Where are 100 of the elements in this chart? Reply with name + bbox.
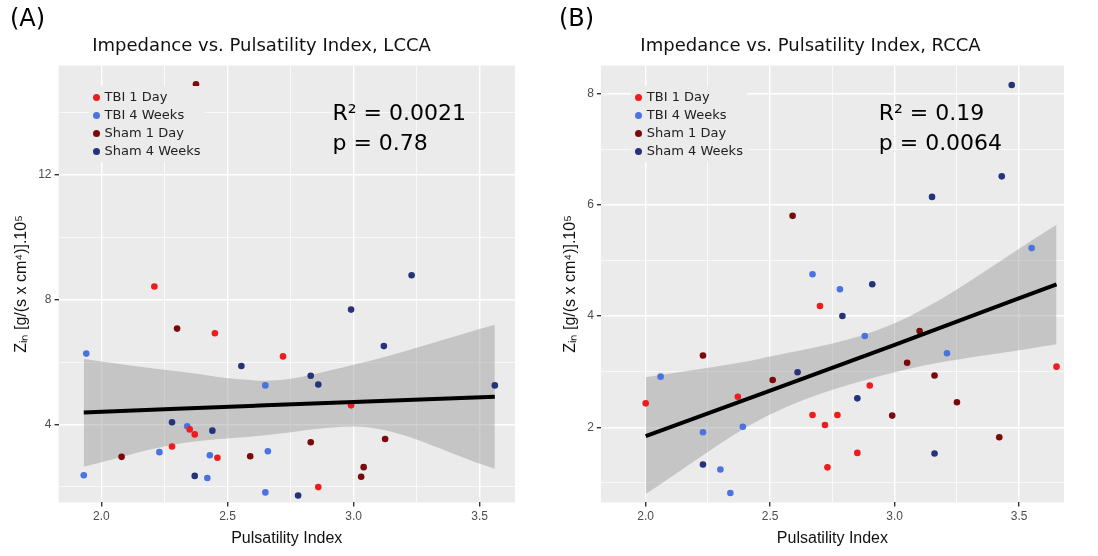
point <box>995 434 1003 441</box>
point <box>262 382 269 389</box>
point <box>168 443 176 450</box>
point <box>191 431 199 438</box>
text: (A) <box>10 4 46 32</box>
point <box>357 473 365 481</box>
point <box>868 280 876 288</box>
point <box>821 421 829 429</box>
point <box>381 435 389 443</box>
x-tick-label: 2.0 <box>637 508 655 523</box>
point <box>928 193 936 201</box>
point <box>789 212 796 220</box>
point <box>1028 244 1035 252</box>
point <box>262 489 269 496</box>
legend-label: Sham 4 Weeks <box>646 142 743 158</box>
x-tick-label: 3.0 <box>345 508 363 523</box>
point <box>360 463 367 471</box>
point <box>824 464 831 471</box>
point <box>834 411 841 419</box>
point <box>238 362 245 370</box>
x-tick-label: 3.0 <box>886 508 904 523</box>
legend-label: Sham 1 Day <box>646 124 727 140</box>
point <box>794 368 801 376</box>
y-axis-title: Zᵢₙ [g/(s x cm⁴)].10⁵ <box>12 215 30 353</box>
point <box>931 372 938 379</box>
point <box>816 302 824 310</box>
text: (B) <box>559 4 595 32</box>
legend-label: TBI 1 Day <box>104 88 168 104</box>
point <box>699 352 707 359</box>
point <box>953 398 961 406</box>
point <box>491 382 499 389</box>
x-tick-label: 3.5 <box>1010 508 1028 523</box>
point <box>854 449 861 457</box>
point <box>769 376 776 384</box>
point <box>191 472 199 480</box>
point <box>734 393 742 400</box>
y-tick-label: 4 <box>587 308 595 323</box>
y-axis-title: Zᵢₙ [g/(s x cm⁴)].10⁵ <box>561 215 579 353</box>
point <box>717 466 724 473</box>
point <box>699 461 707 468</box>
y-tick-label: 6 <box>587 197 595 212</box>
point <box>861 332 869 340</box>
point <box>903 359 911 367</box>
annotation: p = 0.78 <box>332 130 428 156</box>
legend-label: Sham 1 Day <box>104 124 184 140</box>
point <box>809 411 816 419</box>
point <box>347 306 355 313</box>
x-tick-label: 3.5 <box>471 508 489 523</box>
x-tick-label: 2.5 <box>219 508 237 523</box>
point <box>82 350 90 357</box>
legend-label: TBI 4 Weeks <box>104 106 185 122</box>
y-tick-label: 12 <box>38 167 52 182</box>
point <box>151 283 158 290</box>
point <box>209 427 216 434</box>
point <box>657 373 664 380</box>
legend-label: TBI 1 Day <box>646 88 710 104</box>
point <box>699 428 707 436</box>
point <box>294 492 302 499</box>
point <box>943 349 951 357</box>
point <box>80 471 88 479</box>
point <box>279 353 287 360</box>
y-tick-label: 8 <box>587 85 595 100</box>
point <box>998 173 1006 180</box>
annotation: R² = 0.0021 <box>332 100 466 126</box>
point <box>211 330 219 337</box>
point <box>1053 363 1060 370</box>
point <box>642 400 649 407</box>
point <box>315 483 322 491</box>
legend-label: Sham 4 Weeks <box>104 142 201 158</box>
point <box>916 327 923 335</box>
y-tick-label: 4 <box>44 416 52 431</box>
point <box>839 312 846 320</box>
y-tick-label: 8 <box>44 291 52 306</box>
point <box>1008 81 1016 89</box>
point <box>408 271 415 279</box>
y-tick-label: 2 <box>587 419 595 434</box>
point <box>315 381 322 388</box>
point <box>206 451 214 459</box>
annotation: R² = 0.19 <box>878 100 985 126</box>
x-axis-title: Pulsatility Index <box>231 528 343 546</box>
x-tick-label: 2.5 <box>761 508 779 523</box>
point <box>246 452 254 460</box>
point <box>173 325 181 332</box>
chart-title: Impedance vs. Pulsatility Index, RCCA <box>640 34 982 56</box>
annotation: p = 0.0064 <box>878 130 1003 156</box>
point <box>854 395 861 402</box>
point <box>307 438 315 446</box>
x-tick-label: 2.0 <box>93 508 111 523</box>
point <box>168 418 176 426</box>
point <box>307 372 315 380</box>
point <box>118 453 125 461</box>
point <box>836 285 844 293</box>
point <box>380 342 388 350</box>
point <box>931 450 938 457</box>
point <box>214 454 221 462</box>
point <box>156 448 163 456</box>
point <box>809 270 816 278</box>
x-axis-title: Pulsatility Index <box>776 528 889 546</box>
point <box>727 489 734 497</box>
point <box>739 423 747 431</box>
